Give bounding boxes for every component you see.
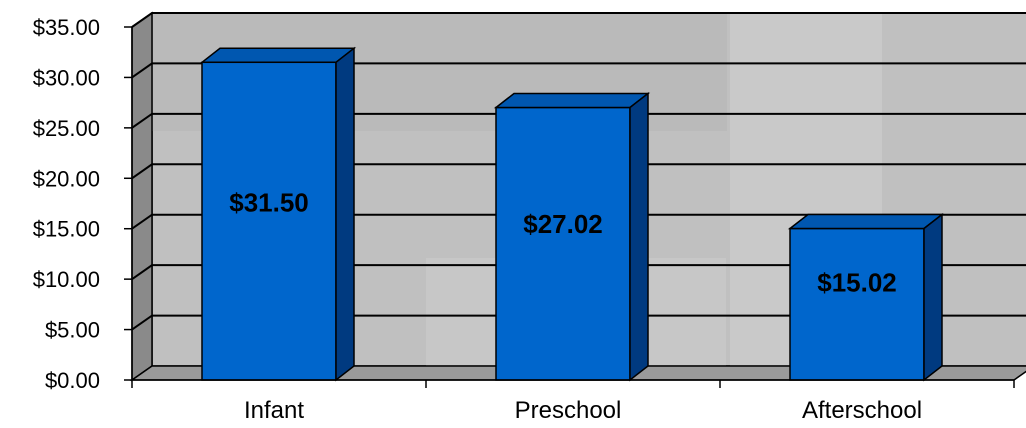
gridline (131, 213, 1026, 230)
gridline (131, 163, 1026, 180)
y-tick-label: $0.00 (45, 368, 100, 393)
y-tick-label: $30.00 (33, 65, 100, 90)
gridline (131, 62, 1026, 79)
data-label: $31.50 (229, 188, 309, 218)
bar: $15.02 (787, 212, 945, 382)
data-label: $15.02 (817, 267, 897, 297)
bar-top (787, 213, 945, 230)
gridline (131, 264, 1026, 280)
bars: $31.50 $27.02 $15.02 (199, 46, 945, 382)
bar-side (923, 212, 943, 382)
side-wall (131, 11, 153, 382)
x-axis: Infant Preschool Afterschool (131, 379, 1015, 424)
x-tick-label: Afterschool (802, 397, 922, 424)
y-axis: $0.00 $5.00 $10.00 $15.00 $20.00 $25.00 $30.00… (33, 15, 133, 393)
bar-front (495, 106, 631, 381)
y-tick-label: $35.00 (33, 15, 100, 40)
data-label: $27.02 (523, 209, 603, 239)
y-tick-label: $20.00 (33, 166, 100, 191)
y-tick-label: $10.00 (33, 267, 100, 292)
gridline (131, 112, 1026, 129)
bar: $31.50 (199, 46, 357, 382)
bar-front (789, 227, 925, 381)
y-tick-label: $25.00 (33, 116, 100, 141)
bar-side (629, 91, 649, 382)
y-tick-label: $5.00 (45, 318, 100, 343)
gridline (131, 12, 1026, 28)
bar-side (335, 46, 355, 382)
bar-top (199, 47, 357, 64)
gridlines (131, 12, 1026, 331)
bar: $27.02 (493, 91, 651, 382)
gridline (131, 314, 1026, 331)
x-tick-label: Infant (244, 397, 304, 424)
y-tick-label: $15.00 (33, 217, 100, 242)
x-tick-label: Preschool (515, 397, 622, 424)
bar-front (201, 61, 337, 381)
bar-top (493, 92, 651, 109)
